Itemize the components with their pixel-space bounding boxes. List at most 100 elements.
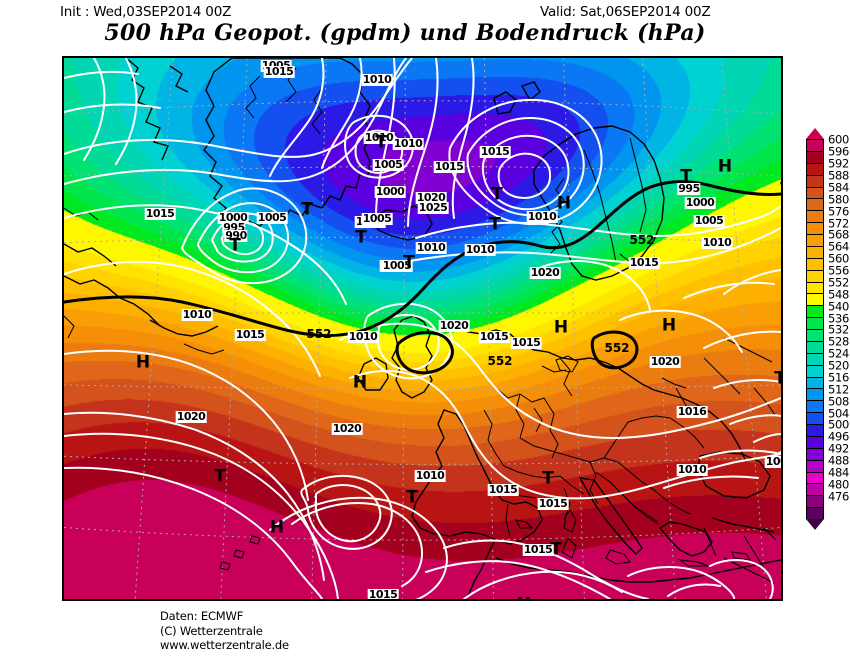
colorbar-segment bbox=[807, 472, 823, 485]
isobar-line bbox=[627, 566, 736, 599]
geo-path bbox=[183, 343, 225, 355]
colorbar-segment bbox=[807, 187, 823, 200]
isobar-label: 1015 bbox=[234, 328, 266, 341]
low-pressure-marker: T bbox=[214, 466, 226, 487]
isobar-line bbox=[466, 117, 585, 217]
colorbar-segment bbox=[807, 223, 823, 235]
geo-path bbox=[629, 137, 647, 233]
isobar-label: 1005 bbox=[361, 212, 393, 225]
geo-path bbox=[595, 471, 659, 525]
colorbar-tick: 568 bbox=[828, 227, 850, 242]
geo-path bbox=[467, 541, 495, 597]
geo-path bbox=[642, 58, 676, 599]
colorbar-tick: 496 bbox=[828, 429, 850, 444]
colorbar-tick: 596 bbox=[828, 144, 850, 159]
geo-path bbox=[723, 557, 773, 583]
isobar-line bbox=[713, 379, 781, 389]
geo-path bbox=[559, 475, 585, 495]
isobar-label: 1010 bbox=[392, 137, 424, 150]
colorbar-tick: 532 bbox=[828, 322, 850, 337]
colorbar-segment bbox=[807, 425, 823, 437]
colorbar-tick: 572 bbox=[828, 215, 850, 230]
colorbar-segment bbox=[807, 389, 823, 402]
colorbar-top-arrow bbox=[806, 128, 824, 139]
weather-map[interactable]: 1005 1015 1010 1010 1015 1010 1005 1000 995 1000 1… bbox=[62, 56, 783, 601]
isobar-line bbox=[64, 103, 161, 113]
high-pressure-marker: H bbox=[135, 352, 151, 373]
geo-path bbox=[563, 487, 571, 521]
colorbar-tick: 528 bbox=[828, 334, 850, 349]
geo-path bbox=[561, 537, 577, 559]
colorbar-tick: 588 bbox=[828, 168, 850, 183]
colorbar-bottom-arrow bbox=[806, 519, 824, 530]
geo-path bbox=[697, 451, 771, 499]
low-pressure-marker: T bbox=[355, 227, 367, 248]
geo-path bbox=[373, 205, 433, 241]
geo-path bbox=[653, 489, 691, 515]
geo-path bbox=[549, 177, 565, 255]
isobar-label: 1000 bbox=[374, 185, 406, 198]
geo-path bbox=[391, 315, 433, 399]
colorbar-segment bbox=[807, 246, 823, 259]
geo-path bbox=[711, 517, 775, 533]
colorbar-segment bbox=[807, 235, 823, 247]
isobar-line bbox=[407, 58, 439, 227]
isobar-label: 1005 bbox=[693, 214, 725, 227]
geo-path bbox=[543, 397, 559, 459]
geopotential-552-contour bbox=[590, 330, 639, 370]
isobar-label: 995 bbox=[677, 182, 701, 195]
isobar-label: 1020 bbox=[331, 422, 363, 435]
isobar-label: 1020 bbox=[529, 266, 561, 279]
colorbar-tick: 476 bbox=[828, 488, 850, 503]
low-pressure-marker: T bbox=[542, 468, 554, 489]
isobar-label: 1010 bbox=[414, 469, 446, 482]
colorbar-tick: 556 bbox=[828, 263, 850, 278]
geo-path bbox=[703, 357, 741, 395]
isobar-line bbox=[349, 369, 781, 500]
geo-path bbox=[703, 527, 717, 557]
colorbar-segment bbox=[807, 508, 823, 520]
isobar-line bbox=[753, 433, 781, 443]
isobar-line bbox=[463, 570, 623, 599]
isobar-line bbox=[497, 152, 552, 199]
colorbar-segment bbox=[807, 151, 823, 164]
low-pressure-marker: T bbox=[403, 252, 415, 273]
geo-path bbox=[520, 81, 541, 102]
geo-path bbox=[220, 58, 248, 599]
geo-path bbox=[605, 549, 631, 565]
isobar-line bbox=[425, 560, 611, 599]
geo-path bbox=[627, 415, 671, 423]
colorbar-tick: 524 bbox=[828, 346, 850, 361]
colorbar-tick: 492 bbox=[828, 441, 850, 456]
colorbar-tick: 508 bbox=[828, 393, 850, 408]
colorbar-segment bbox=[807, 294, 823, 307]
isobar-label: 1015 bbox=[263, 65, 295, 78]
isobar-label: 1015 bbox=[510, 336, 542, 349]
geo-path bbox=[658, 521, 713, 557]
colorbar[interactable]: 600 596 592 588 584 580 576 572 568 564 560 556 552 5… bbox=[806, 128, 849, 530]
isobar-line bbox=[619, 309, 743, 353]
colorbar-segment bbox=[807, 401, 823, 414]
geopotential-label: 552 bbox=[629, 233, 655, 247]
geo-path bbox=[563, 509, 577, 533]
isobar-line bbox=[683, 281, 775, 299]
isobar-label: 1010 bbox=[512, 600, 543, 601]
isobar-line bbox=[667, 583, 721, 597]
colorbar-segment bbox=[807, 377, 823, 390]
geo-path bbox=[64, 243, 117, 267]
isobar-label: 1005 bbox=[764, 456, 781, 468]
isobar-label: 1000 bbox=[217, 211, 249, 224]
isobar-line bbox=[64, 260, 321, 377]
geo-path bbox=[633, 505, 659, 523]
geo-path bbox=[483, 409, 505, 467]
isobar-label: 1015 bbox=[537, 497, 569, 510]
isobar-line bbox=[197, 202, 289, 274]
isobar-label: 1015 bbox=[479, 145, 511, 158]
geo-path bbox=[723, 337, 773, 363]
geo-path bbox=[563, 58, 585, 599]
colorbar-segment bbox=[807, 306, 823, 319]
colorbar-tick: 504 bbox=[828, 405, 850, 420]
isobar-label: 1015 bbox=[487, 483, 519, 496]
geo-path bbox=[731, 551, 752, 561]
geo-path bbox=[533, 125, 665, 281]
